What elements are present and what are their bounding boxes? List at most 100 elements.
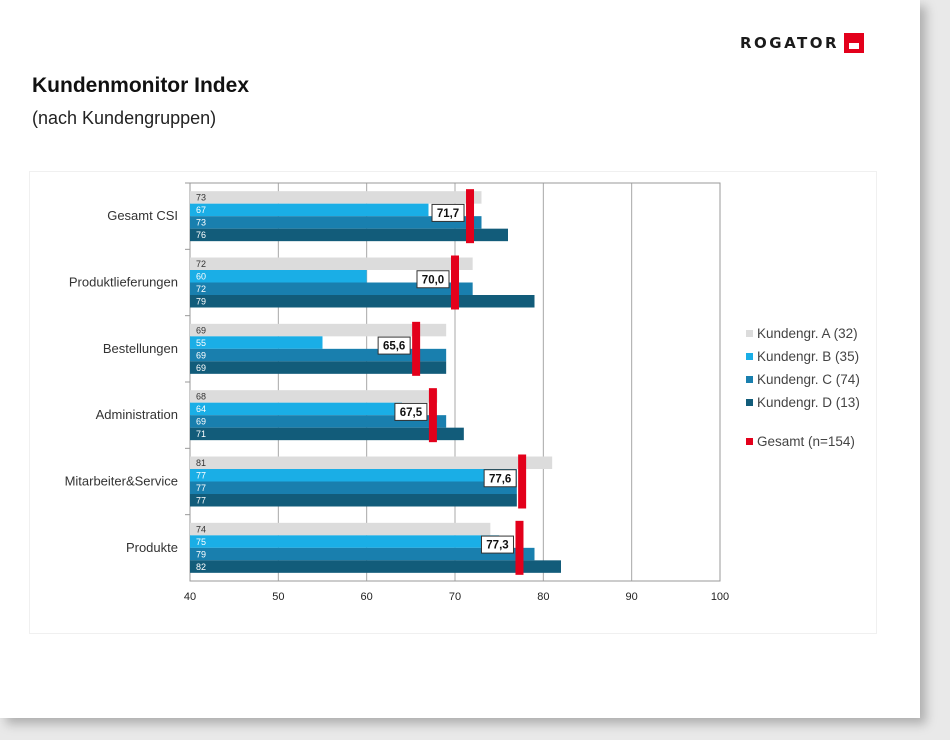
bar-data-label: 69: [196, 350, 206, 360]
legend-swatch: [746, 353, 753, 360]
legend-item: Kundengr. D (13): [746, 391, 860, 414]
bar-data-label: 75: [196, 537, 206, 547]
bar-data-label: 79: [196, 297, 206, 307]
bar-chart: Gesamt CSI 73 67 73 76 71,7 Produktlieferungen…: [65, 182, 729, 603]
x-tick-label: 90: [626, 591, 638, 603]
bar-data-label: 77: [196, 496, 206, 506]
legend-swatch: [746, 438, 753, 445]
gesamt-data-label: 70,0: [422, 274, 444, 286]
bar: [190, 469, 517, 482]
bar-data-label: 69: [196, 363, 206, 373]
gesamt-label-box: [416, 270, 450, 289]
logo-text: ROGATOR: [740, 34, 840, 52]
category-label: Produkte: [126, 540, 178, 555]
bar-data-label: 77: [196, 483, 206, 493]
bar-data-label: 81: [196, 458, 206, 468]
gesamt-marker: [466, 189, 475, 244]
chart-legend: Kundengr. A (32) Kundengr. B (35) Kundengr…: [746, 322, 860, 453]
legend-swatch: [746, 399, 753, 406]
gesamt-label-box: [431, 203, 465, 222]
legend-label: Kundengr. C (74): [757, 372, 860, 387]
bar: [190, 415, 447, 428]
gesamt-label-box: [394, 402, 428, 421]
gesamt-marker: [518, 454, 527, 509]
legend-swatch: [746, 330, 753, 337]
category-label: Produktlieferungen: [69, 275, 178, 290]
bar: [190, 203, 429, 217]
bar: [190, 402, 402, 416]
bar: [190, 494, 517, 507]
bar-data-label: 67: [196, 205, 206, 215]
bar-data-label: 71: [196, 429, 206, 439]
gesamt-marker: [428, 388, 437, 443]
bar: [190, 427, 464, 441]
bar-data-label: 60: [196, 272, 206, 282]
bar: [190, 323, 447, 337]
legend-item: Kundengr. A (32): [746, 322, 860, 345]
bar: [190, 216, 482, 229]
bar-data-label: 68: [196, 392, 206, 402]
legend-label: Kundengr. A (32): [757, 326, 858, 341]
gesamt-label-box: [480, 535, 514, 554]
bar: [190, 270, 367, 283]
bar: [190, 257, 473, 270]
category-label: Administration: [96, 407, 178, 422]
x-tick-label: 40: [184, 591, 196, 603]
page-title: Kundenmonitor Index: [32, 74, 249, 97]
legend-item: Kundengr. C (74): [746, 368, 860, 391]
bar-data-label: 74: [196, 524, 206, 534]
bar: [190, 481, 517, 494]
bar-data-label: 72: [196, 259, 206, 269]
category-label: Mitarbeiter&Service: [65, 474, 178, 489]
chart-panel: Gesamt CSI 73 67 73 76 71,7 Produktlieferungen…: [30, 172, 876, 633]
gesamt-marker: [515, 520, 524, 575]
bar: [190, 456, 553, 469]
bar-data-label: 69: [196, 417, 206, 427]
bar-data-label: 79: [196, 549, 206, 559]
x-tick-label: 70: [449, 591, 461, 603]
gesamt-label-box: [377, 336, 411, 355]
bar: [190, 390, 438, 403]
bar-data-label: 69: [196, 325, 206, 335]
x-tick-label: 100: [711, 591, 729, 603]
legend-label: Gesamt (n=154): [757, 434, 855, 449]
category-label: Gesamt CSI: [107, 208, 178, 223]
bar-data-label: 73: [196, 218, 206, 228]
x-tick-label: 50: [272, 591, 284, 603]
bar-data-label: 72: [196, 284, 206, 294]
bar-data-label: 77: [196, 471, 206, 481]
bar: [190, 282, 473, 295]
x-tick-label: 60: [361, 591, 373, 603]
bar-data-label: 64: [196, 404, 206, 414]
gesamt-data-label: 71,7: [437, 208, 459, 220]
legend-label: Kundengr. B (35): [757, 349, 860, 364]
bar: [190, 336, 323, 349]
rogator-logo: ROGATOR: [740, 32, 865, 54]
slide: ROGATOR Kundenmonitor Index (nach Kunden…: [0, 0, 920, 718]
gesamt-marker: [451, 255, 459, 310]
gesamt-data-label: 77,3: [486, 540, 508, 552]
legend-item: Gesamt (n=154): [746, 430, 860, 453]
gesamt-data-label: 77,6: [489, 473, 511, 485]
bar: [190, 522, 491, 536]
bar: [190, 228, 508, 242]
legend-swatch: [746, 376, 753, 383]
bar: [190, 191, 482, 204]
gesamt-marker: [412, 321, 421, 376]
bar: [190, 535, 500, 548]
page-subtitle: (nach Kundengruppen): [32, 108, 217, 128]
bar: [190, 547, 535, 561]
bar-data-label: 55: [196, 338, 206, 348]
legend-item: Kundengr. B (35): [746, 345, 860, 368]
bar: [190, 560, 561, 573]
legend-label: Kundengr. D (13): [757, 395, 860, 410]
bar-data-label: 76: [196, 230, 206, 240]
bar: [190, 361, 447, 374]
bar: [190, 295, 535, 308]
gesamt-label-box: [483, 469, 517, 488]
x-tick-label: 80: [537, 591, 549, 603]
bar-data-label: 73: [196, 193, 206, 203]
logo-mark-icon: [844, 33, 865, 53]
gesamt-data-label: 65,6: [383, 341, 405, 353]
category-label: Bestellungen: [103, 341, 178, 356]
